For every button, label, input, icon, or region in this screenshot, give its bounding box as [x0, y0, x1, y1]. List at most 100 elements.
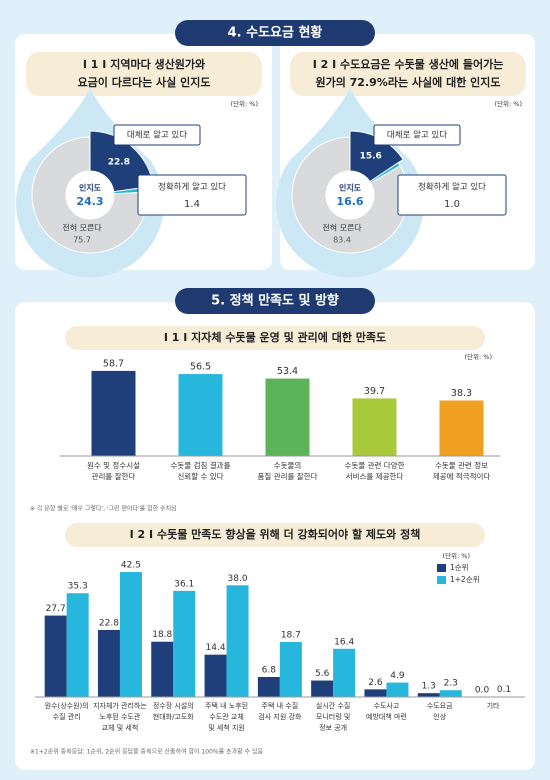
- x-tick-label: 및 세척 지원: [208, 723, 245, 732]
- unit: (단위: %): [495, 99, 522, 108]
- bar: [266, 379, 310, 456]
- x-tick-label: 모니터링 및: [316, 712, 350, 721]
- bar: [92, 371, 136, 456]
- legend-swatch: [437, 564, 446, 572]
- bar: [205, 655, 227, 697]
- bar: [67, 593, 89, 697]
- value-label: 6.8: [262, 666, 277, 676]
- value-label: 83.4: [333, 236, 351, 245]
- x-tick-label: 품질 관리를 잘한다: [258, 471, 318, 481]
- bar: [258, 677, 280, 697]
- x-tick-label: 수도요금: [427, 702, 453, 710]
- center-value: 24.3: [76, 195, 103, 208]
- chart-title: 원가의 72.9%라는 사실에 대한 인지도: [315, 75, 500, 89]
- value-label: 22.8: [99, 618, 119, 628]
- x-tick-label: 수질 관리: [53, 712, 81, 721]
- x-tick-label: 주택 내 노후된: [205, 701, 248, 710]
- value-label: 1.3: [422, 682, 436, 692]
- bar: [98, 630, 120, 697]
- x-tick-label: 수돗물의: [274, 460, 302, 470]
- category-label: 정확하게 알고 있다: [418, 182, 486, 193]
- bar: [227, 585, 249, 697]
- category-label: 전혀 모른다: [322, 223, 362, 233]
- value-label: 53.4: [277, 366, 298, 377]
- x-tick-label: 수돗물 관련 정보: [435, 460, 488, 470]
- center-label: 인지도: [79, 183, 102, 193]
- legend-label: 1순위: [450, 563, 469, 572]
- x-tick-label: 주택 내 수질: [262, 701, 299, 710]
- chart-title: I 2 I 수도요금은 수돗물 생산에 들어가는: [313, 57, 504, 71]
- value-label: 75.7: [73, 236, 91, 245]
- bar: [440, 400, 484, 456]
- x-tick-label: 관리를 잘한다: [92, 471, 136, 481]
- x-tick-label: 서비스를 제공한다: [346, 472, 404, 481]
- value-label: 38.3: [451, 388, 472, 399]
- note: ※ 각 문항 별로 '매우 그렇다', '그런 편이다'를 합한 수치임: [30, 505, 177, 513]
- bar: [311, 681, 333, 697]
- x-tick-label: 제공에 적극적이다: [433, 471, 491, 481]
- legend-label: 1+2순위: [450, 575, 480, 584]
- value-label: 16.4: [334, 637, 354, 647]
- bar: [179, 374, 223, 456]
- bar: [386, 683, 408, 697]
- value-label: 18.7: [281, 631, 301, 641]
- bar: [333, 649, 355, 697]
- value-label: 1.4: [184, 199, 200, 210]
- chart-title: I 1 I 지역마다 생산원가와: [83, 57, 205, 71]
- value-label: 38.0: [228, 574, 248, 584]
- value-label: 0.0: [475, 686, 490, 696]
- chart-title: 요금이 다르다는 사실 인지도: [78, 75, 211, 89]
- value-label: 58.7: [103, 358, 124, 369]
- category-label: 대체로 알고 있다: [127, 130, 187, 141]
- value-label: 56.5: [190, 362, 211, 373]
- unit: (단위: %): [231, 99, 258, 108]
- center-label: 인지도: [339, 183, 362, 193]
- unit: (단위: %): [465, 352, 492, 361]
- x-tick-label: 교체 및 세척: [102, 723, 139, 732]
- value-label: 14.4: [206, 643, 226, 653]
- category-label: 정확하게 알고 있다: [158, 182, 226, 193]
- value-label: 1.0: [444, 199, 460, 210]
- x-tick-label: 검사 지원 강화: [258, 712, 302, 721]
- x-tick-label: 노후된 수도관: [100, 712, 141, 721]
- category-label: 대체로 알고 있다: [387, 130, 447, 141]
- value-label: 39.7: [364, 386, 385, 397]
- bar: [173, 591, 195, 697]
- value-label: 18.8: [152, 630, 172, 640]
- bar: [120, 572, 142, 697]
- x-tick-label: 수돗물 관련 다양한: [345, 460, 405, 470]
- center-value: 16.6: [336, 195, 363, 208]
- bar: [353, 398, 397, 456]
- x-tick-label: 수돗물 검침 결과를: [171, 460, 231, 470]
- x-tick-label: 수도사고: [374, 701, 400, 710]
- bar: [280, 642, 302, 697]
- x-tick-label: 지자체가 관리하는: [93, 701, 147, 710]
- x-tick-label: 정보 공개: [319, 723, 347, 732]
- x-tick-label: 수도관 교체: [209, 712, 243, 721]
- x-tick-label: 원수 및 정수시설: [87, 460, 140, 470]
- note: ※1+2순위 중복응답: 1순위, 2순위 응답을 중복으로 산출하여 합이 1…: [30, 748, 263, 756]
- bar: [418, 693, 440, 697]
- x-tick-label: 기타: [487, 701, 500, 710]
- legend-swatch: [437, 576, 446, 584]
- chart-title: I 2 I 수돗물 만족도 향상을 위해 더 강화되어야 할 제도와 정책: [130, 527, 421, 541]
- section-title: 4. 수도요금 현황: [228, 25, 323, 41]
- chart-title: I 1 I 지자체 수돗물 운영 및 관리에 대한 만족도: [164, 330, 386, 344]
- value-label: 36.1: [174, 579, 194, 589]
- category-label: 전혀 모른다: [62, 223, 102, 233]
- x-tick-label: 정수장 시설의: [153, 701, 194, 710]
- x-tick-label: 인상: [433, 712, 446, 721]
- value-label: 15.6: [360, 152, 382, 162]
- bar: [45, 616, 67, 697]
- value-label: 0.1: [497, 685, 511, 695]
- x-tick-label: 실시간 수질: [316, 701, 350, 710]
- value-label: 35.3: [68, 582, 88, 592]
- value-label: 4.9: [390, 671, 405, 681]
- value-label: 2.3: [444, 679, 458, 689]
- value-label: 27.7: [46, 604, 66, 614]
- value-label: 2.6: [368, 678, 383, 688]
- bar: [151, 642, 173, 697]
- x-tick-label: 신뢰할 수 있다: [177, 472, 223, 481]
